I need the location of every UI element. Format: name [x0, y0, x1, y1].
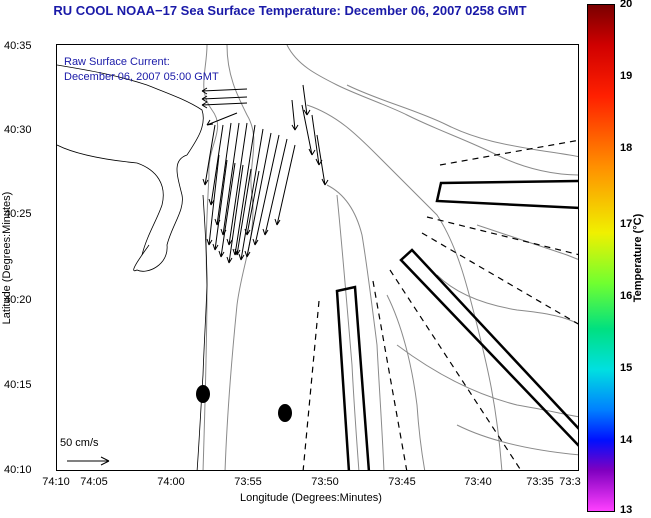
measurement-outlines — [335, 179, 578, 470]
colorbar-tick: 15 — [620, 362, 633, 374]
y-tick: 40:20 — [4, 294, 32, 306]
colorbar-tick: 16 — [620, 290, 633, 302]
x-tick: 74:05 — [80, 476, 108, 488]
temperature-colorbar — [587, 4, 615, 512]
annotation-line-2: December 06, 2007 05:00 GMT — [64, 71, 219, 83]
x-tick: 73:45 — [388, 476, 416, 488]
colorbar-tick: 18 — [620, 142, 633, 154]
x-tick: 73:50 — [311, 476, 339, 488]
colorbar-tick: 14 — [620, 434, 633, 446]
y-tick: 40:30 — [4, 124, 32, 136]
annotation-line-1: Raw Surface Current: — [64, 56, 170, 68]
mooring-markers — [196, 385, 292, 422]
colorbar-tick: 17 — [620, 218, 633, 230]
bathymetry-contours — [202, 45, 578, 470]
map-canvas — [57, 45, 578, 470]
coverage-lines — [302, 139, 578, 470]
x-tick: 73:35 — [526, 476, 554, 488]
map-plot-area — [56, 44, 579, 471]
y-tick: 40:35 — [4, 40, 32, 52]
x-axis-label: Longitude (Degrees:Minutes) — [240, 492, 382, 504]
x-tick: 73:3 — [559, 476, 581, 488]
colorbar-tick: 20 — [620, 0, 633, 10]
colorbar-tick: 19 — [620, 70, 633, 82]
coastline — [57, 64, 208, 470]
colorbar-tick: 13 — [620, 504, 633, 516]
y-tick: 40:25 — [4, 208, 32, 220]
y-tick: 40:15 — [4, 379, 32, 391]
y-tick: 40:10 — [4, 464, 32, 476]
colorbar-label: Temperature (°C) — [632, 213, 644, 303]
x-tick: 74:00 — [157, 476, 185, 488]
x-tick: 74:10 — [42, 476, 70, 488]
scale-label: 50 cm/s — [60, 437, 99, 449]
x-tick: 73:55 — [234, 476, 262, 488]
y-axis-label: Latitude (Degrees:Minutes) — [1, 191, 13, 325]
scale-arrow — [67, 456, 110, 466]
map-title: RU COOL NOAA−17 Sea Surface Temperature:… — [53, 3, 527, 18]
x-tick: 73:40 — [464, 476, 492, 488]
current-vectors — [201, 84, 329, 264]
